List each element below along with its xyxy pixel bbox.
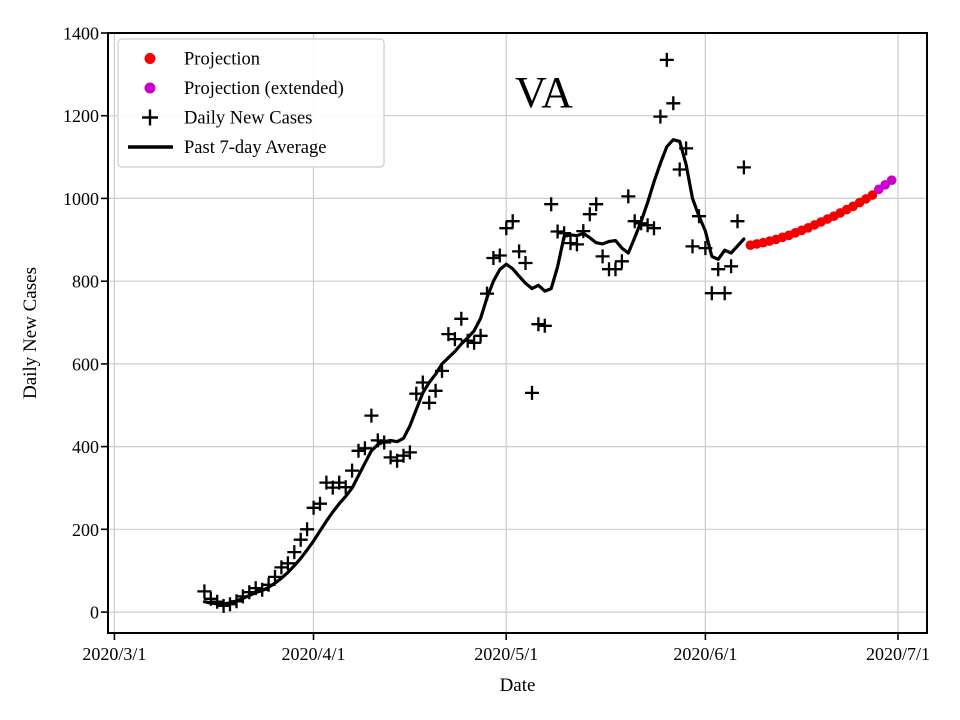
legend-label-daily-new-cases: Daily New Cases (184, 109, 312, 129)
legend-label-projection: Projection (184, 50, 260, 70)
tick-labels: 0 200 400 600 800 1000 1200 1400 2020/3/… (63, 24, 930, 665)
y-tick-label: 800 (72, 272, 99, 292)
legend-marker-projection-extended (144, 82, 156, 94)
plot-frame (107, 32, 928, 634)
projection-dot (867, 190, 878, 200)
legend-box (117, 38, 385, 168)
x-axis-label: Date (500, 675, 536, 696)
axis-ticks (101, 32, 899, 640)
y-tick-label: 1200 (63, 106, 99, 126)
legend: Projection Projection (extended) Daily N… (117, 38, 385, 168)
y-tick-label: 400 (72, 437, 99, 457)
projection-extended-dot (886, 175, 897, 185)
x-tick-label: 2020/6/1 (673, 644, 737, 664)
y-tick-label: 600 (72, 354, 99, 374)
y-tick-label: 0 (90, 603, 99, 623)
legend-marker-projection (144, 53, 156, 64)
x-tick-label: 2020/5/1 (474, 644, 538, 664)
x-tick-label: 2020/3/1 (82, 644, 146, 664)
legend-label-projection-extended: Projection (extended) (184, 79, 344, 99)
y-tick-label: 200 (72, 520, 99, 540)
x-tick-label: 2020/7/1 (866, 644, 930, 664)
chart-title: VA (515, 68, 573, 117)
legend-label-past-7-day-average: Past 7-day Average (184, 138, 326, 158)
past-7-day-average-line (202, 138, 746, 606)
y-tick-label: 1000 (63, 189, 99, 209)
y-tick-label: 1400 (63, 24, 99, 44)
x-tick-label: 2020/4/1 (281, 644, 345, 664)
data-layer (197, 52, 897, 613)
legend-marker-daily-new-cases (142, 109, 158, 126)
y-axis-label: Daily New Cases (20, 267, 41, 399)
